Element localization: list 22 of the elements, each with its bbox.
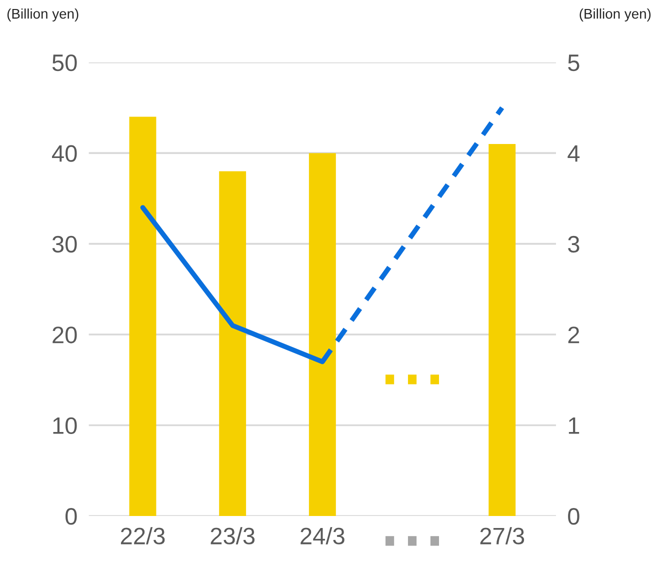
y-tick-label: 40 (52, 145, 77, 162)
x-tick-label: 22/3 (120, 527, 165, 544)
y2-tick-label: 0 (568, 508, 580, 525)
y-tick-label: 30 (52, 236, 77, 253)
y-tick-label: 20 (52, 326, 77, 344)
y2-tick-label: 1 (568, 418, 580, 434)
x-tick-label: 27/3 (480, 527, 524, 544)
y2-tick-label: 2 (568, 326, 580, 344)
x-tick-label: 23/3 (210, 527, 255, 544)
bar (308, 153, 336, 516)
y2-tick-label: 4 (568, 145, 580, 162)
y-tick-label: 50 (52, 54, 77, 72)
y-tick-label: 0 (66, 508, 77, 525)
x-tick-label: 24/3 (300, 527, 344, 544)
y-tick-label: 10 (53, 417, 77, 434)
y-axis-title: (Billion yen) (7, 8, 78, 22)
y2-tick-label: 5 (568, 54, 580, 72)
bar (129, 116, 156, 516)
y2-axis-title: (Billion yen) (580, 8, 651, 22)
bar (488, 144, 516, 516)
bar (219, 171, 246, 516)
y2-tick-label: 3 (568, 236, 580, 253)
